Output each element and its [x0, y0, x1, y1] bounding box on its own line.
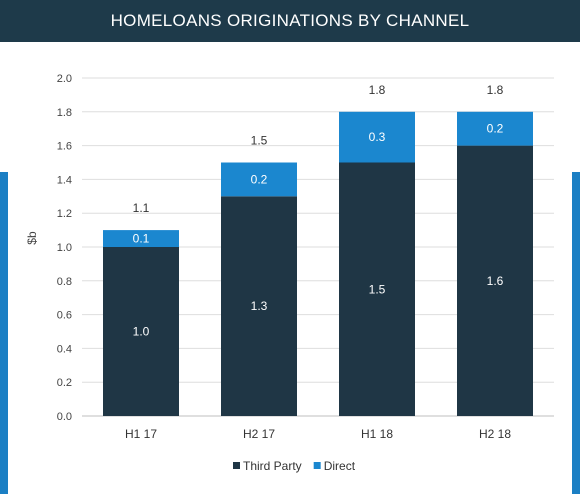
x-tick-label: H2 17: [243, 427, 275, 441]
total-label: 1.1: [133, 201, 150, 215]
legend-swatch-third-party: [233, 462, 240, 469]
bar-direct: [221, 162, 297, 197]
chart-title: HOMELOANS ORIGINATIONS BY CHANNEL: [110, 11, 470, 30]
total-label: 1.5: [251, 134, 268, 148]
total-label: 1.8: [487, 83, 504, 97]
data-label-direct: 0.3: [369, 130, 386, 144]
data-label-third-party: 1.3: [251, 299, 268, 313]
y-tick-label: 1.2: [57, 208, 72, 220]
y-tick-label: 0.8: [57, 276, 72, 288]
y-tick-label: 2.0: [57, 73, 72, 85]
bar-third-party: [221, 196, 297, 416]
x-tick-label: H2 18: [479, 427, 511, 441]
y-tick-label: 1.6: [57, 141, 72, 153]
legend-label-direct: Direct: [324, 459, 356, 473]
data-label-direct: 0.2: [251, 172, 268, 186]
bar-third-party: [339, 162, 415, 416]
y-tick-label: 1.8: [57, 107, 72, 119]
x-tick-label: H1 17: [125, 427, 157, 441]
x-tick-label: H1 18: [361, 427, 393, 441]
data-label-third-party: 1.0: [133, 325, 150, 339]
total-label: 1.8: [369, 83, 386, 97]
y-axis-label: $b: [25, 231, 39, 245]
bar-direct: [457, 111, 533, 146]
legend-swatch-direct: [313, 462, 321, 469]
bar-third-party: [457, 145, 533, 416]
legend-label-third-party: Third Party: [243, 459, 302, 473]
data-label-direct: 0.2: [487, 122, 504, 136]
y-tick-label: 0.0: [57, 411, 72, 423]
bar-third-party: [103, 247, 179, 416]
bar-direct: [103, 230, 179, 247]
data-label-third-party: 1.6: [487, 274, 504, 288]
y-tick-label: 0.6: [57, 310, 72, 322]
y-tick-label: 0.2: [57, 377, 72, 389]
bar-direct: [339, 111, 415, 163]
data-label-third-party: 1.5: [369, 282, 386, 296]
y-tick-label: 1.0: [57, 242, 72, 254]
title-bar: HOMELOANS ORIGINATIONS BY CHANNEL: [0, 0, 580, 42]
y-tick-label: 0.4: [57, 343, 72, 355]
y-tick-label: 1.4: [57, 174, 72, 186]
data-label-direct: 0.1: [133, 232, 150, 246]
